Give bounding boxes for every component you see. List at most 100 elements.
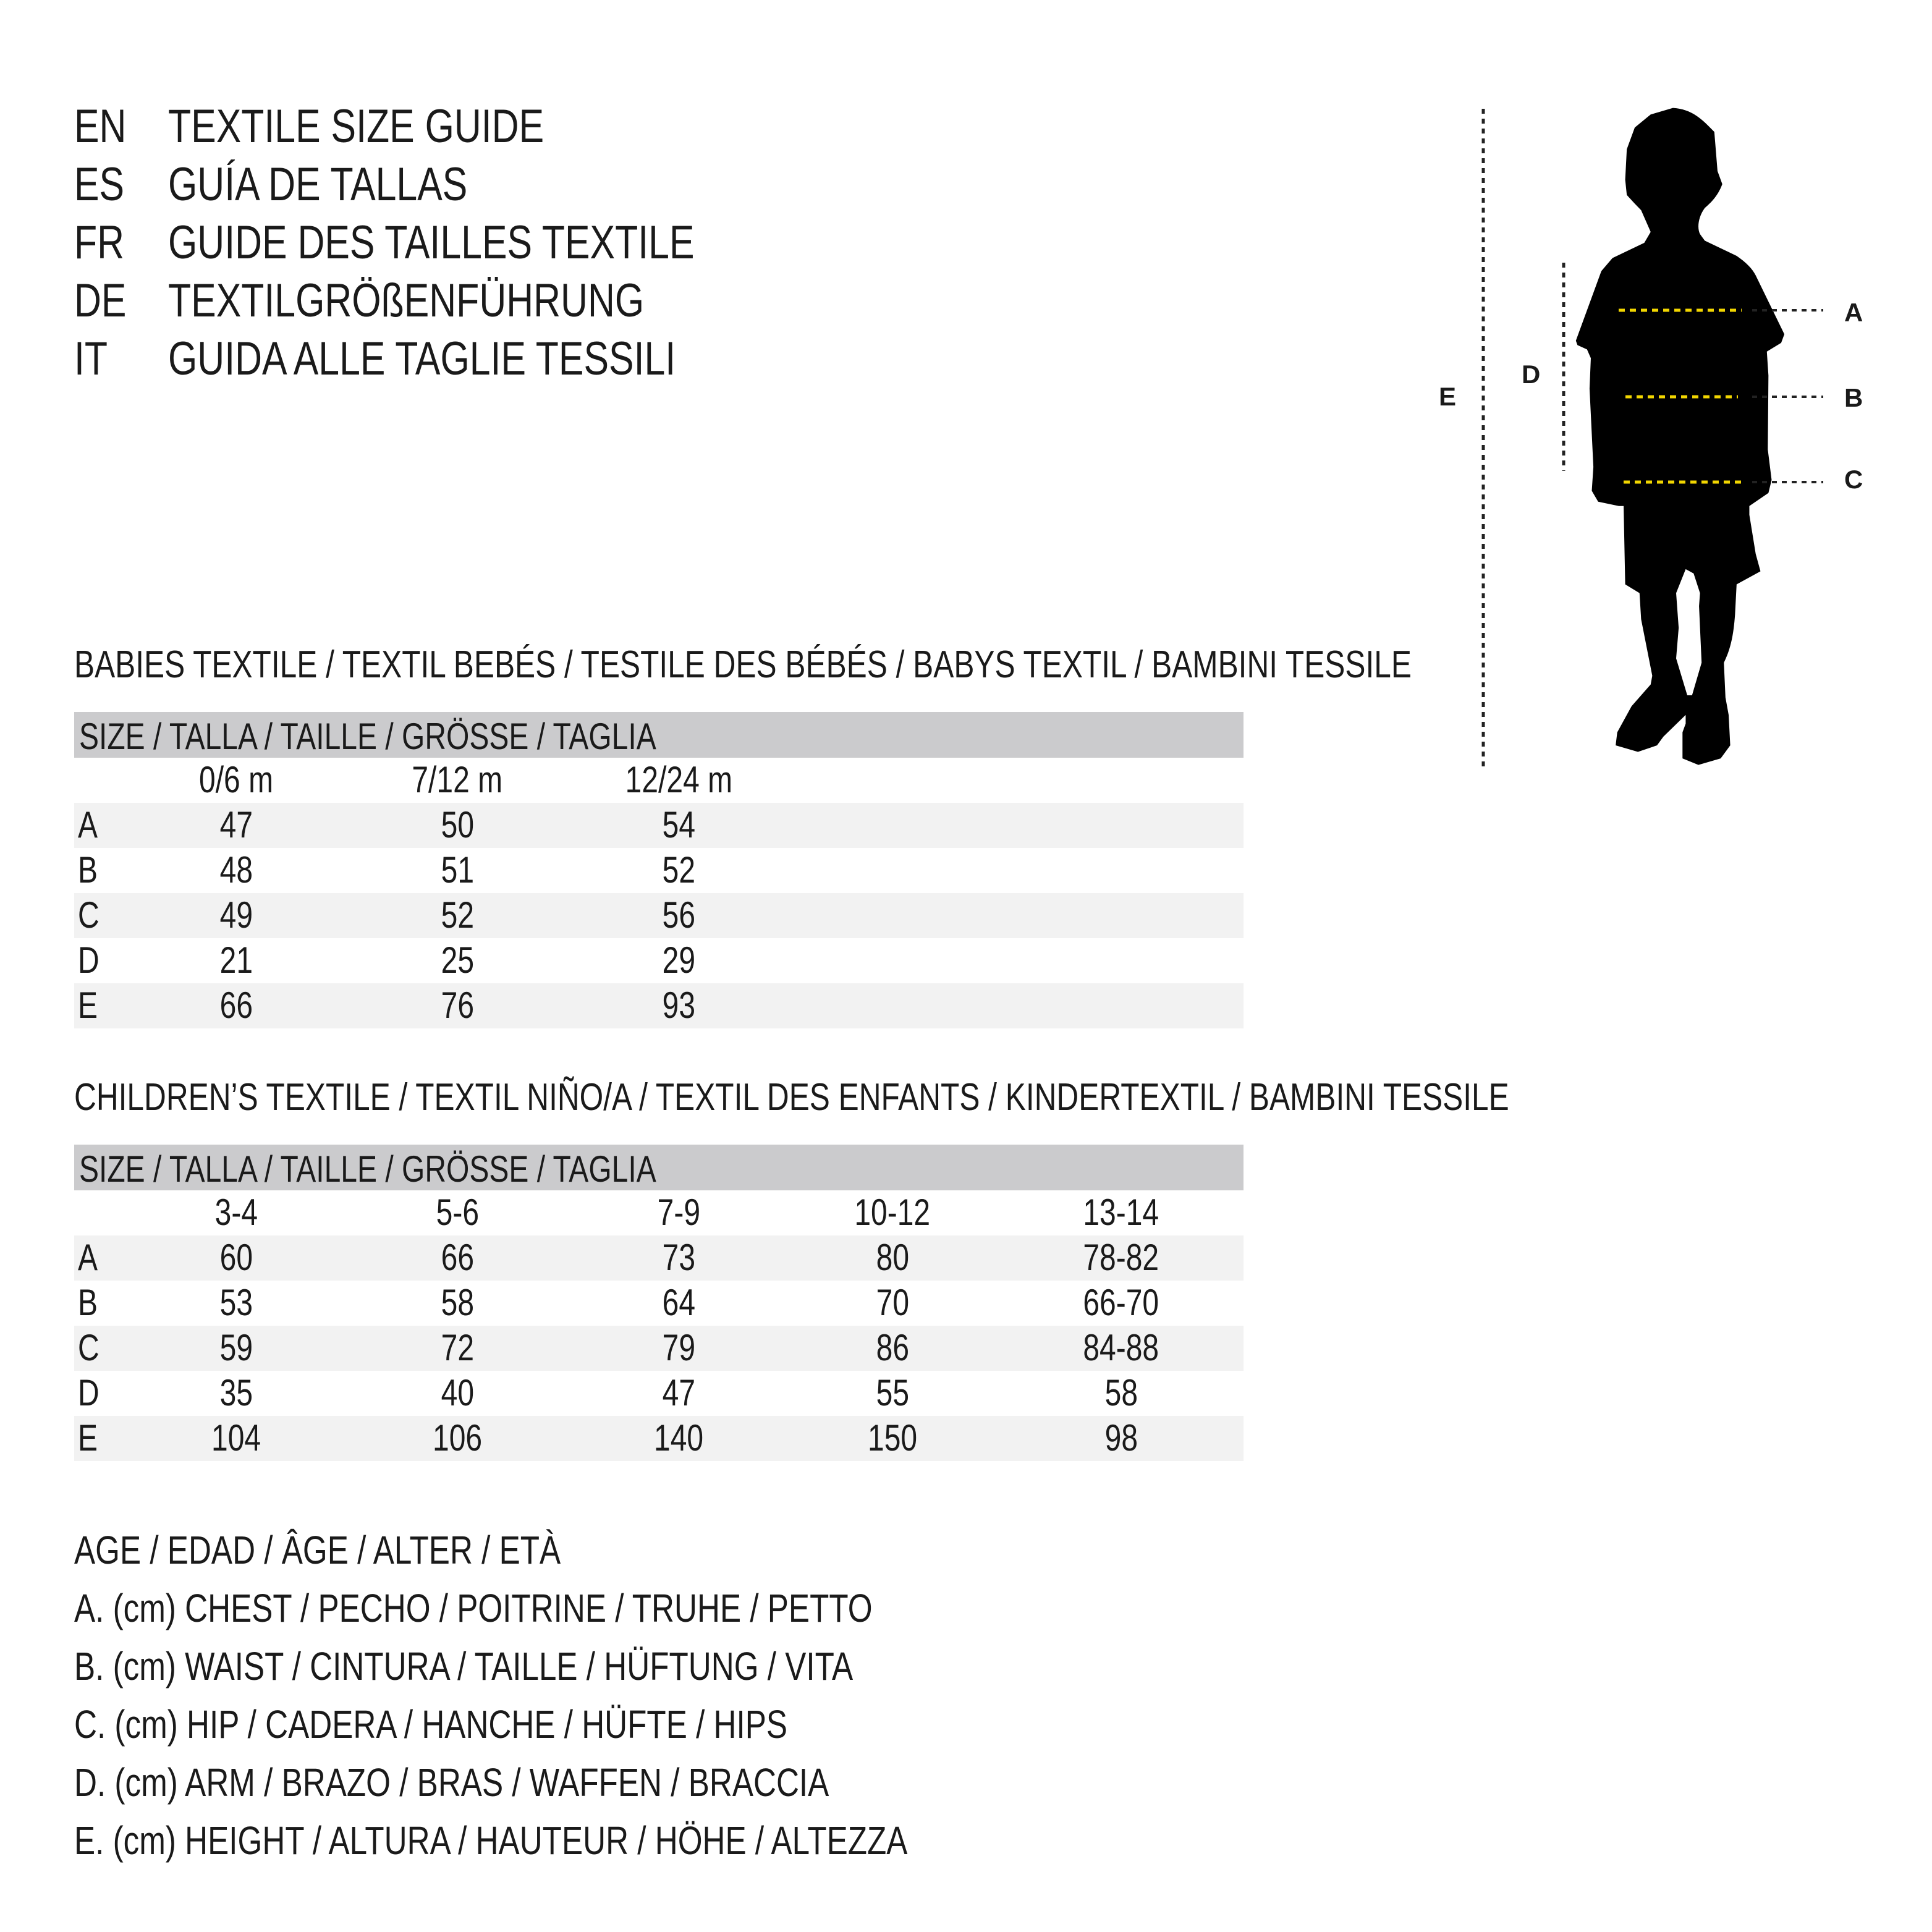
table-cell: 106	[432, 1417, 483, 1459]
table-cell: 47	[662, 1372, 695, 1413]
table-cell: 53	[219, 1282, 253, 1323]
legend-item: A. (cm) CHEST / PECHO / POITRINE / TRUHE…	[74, 1586, 873, 1630]
table-cell: 66-70	[1083, 1282, 1159, 1323]
size-header-bar: SIZE / TALLA / TAILLE / GRÖSSE / TAGLIA	[74, 712, 1244, 758]
row-label: B	[78, 1282, 98, 1323]
column-header: 10-12	[854, 1192, 931, 1233]
table-cell: 35	[219, 1372, 253, 1413]
column-header-row: 3-4 5-6 7-9 10-12 13-14	[74, 1190, 1244, 1235]
column-header: 7-9	[657, 1192, 700, 1233]
table-row: C 59 72 79 86 84-88	[74, 1326, 1244, 1371]
title-text: GUIDA ALLE TAGLIE TESSILI	[168, 333, 676, 385]
column-header-row: 0/6 m 7/12 m 12/24 m	[74, 758, 1244, 803]
table-cell: 55	[876, 1372, 909, 1413]
table-cell: 140	[653, 1417, 704, 1459]
legend-item: AGE / EDAD / ÂGE / ALTER / ETÀ	[74, 1528, 561, 1572]
label-e: E	[1439, 382, 1457, 411]
column-header: 3-4	[214, 1192, 258, 1233]
table-cell: 50	[441, 804, 474, 845]
size-header-bar: SIZE / TALLA / TAILLE / GRÖSSE / TAGLIA	[74, 1145, 1244, 1190]
table-cell: 40	[441, 1372, 474, 1413]
table-cell: 66	[441, 1237, 474, 1278]
legend-item: C. (cm) HIP / CADERA / HANCHE / HÜFTE / …	[74, 1702, 788, 1747]
table-cell: 64	[662, 1282, 695, 1323]
table-row: B 48 51 52	[74, 848, 1244, 893]
legend-item: B. (cm) WAIST / CINTURA / TAILLE / HÜFTU…	[74, 1644, 854, 1688]
table-cell: 76	[441, 985, 474, 1026]
table-cell: 72	[441, 1327, 474, 1368]
table-row: A 60 66 73 80 78-82	[74, 1235, 1244, 1281]
legend-item: E. (cm) HEIGHT / ALTURA / HAUTEUR / HÖHE…	[74, 1818, 908, 1863]
table-cell: 47	[219, 804, 253, 845]
table-cell: 49	[219, 894, 253, 936]
title-text: TEXTILE SIZE GUIDE	[168, 100, 544, 153]
table-cell: 79	[662, 1327, 695, 1368]
label-c: C	[1844, 465, 1863, 494]
row-label: E	[78, 1417, 98, 1459]
table-cell: 73	[662, 1237, 695, 1278]
row-label: C	[78, 894, 100, 936]
table-cell: 51	[441, 849, 474, 891]
table-cell: 48	[219, 849, 253, 891]
table-cell: 60	[219, 1237, 253, 1278]
title-text: GUIDE DES TAILLES TEXTILE	[168, 216, 695, 269]
measurement-figure	[1481, 108, 1823, 766]
legend-item: D. (cm) ARM / BRAZO / BRAS / WAFFEN / BR…	[74, 1760, 829, 1805]
row-label: A	[78, 1237, 98, 1278]
table-cell: 54	[662, 804, 695, 845]
table-cell: 58	[1104, 1372, 1138, 1413]
column-header: 0/6 m	[198, 759, 274, 800]
table-row: C 49 52 56	[74, 893, 1244, 938]
column-header: 5-6	[436, 1192, 479, 1233]
row-label: B	[78, 849, 98, 891]
table-cell: 52	[441, 894, 474, 936]
column-header: 13-14	[1083, 1192, 1159, 1233]
language-code: EN	[74, 100, 127, 153]
language-code: DE	[74, 274, 127, 327]
language-code: IT	[74, 333, 108, 385]
column-header: 7/12 m	[412, 759, 503, 800]
children-section-title: CHILDREN’S TEXTILE / TEXTIL NIÑO/A / TEX…	[74, 1076, 1509, 1119]
table-row: A 47 50 54	[74, 803, 1244, 848]
column-header: 12/24 m	[625, 759, 732, 800]
table-cell: 93	[662, 985, 695, 1026]
child-silhouette	[1575, 108, 1785, 765]
table-cell: 104	[211, 1417, 261, 1459]
table-cell: 84-88	[1083, 1327, 1159, 1368]
table-cell: 25	[441, 939, 474, 981]
table-row: B 53 58 64 70 66-70	[74, 1281, 1244, 1326]
table-cell: 59	[219, 1327, 253, 1368]
table-row: E 104 106 140 150 98	[74, 1416, 1244, 1461]
table-cell: 80	[876, 1237, 909, 1278]
label-b: B	[1844, 383, 1863, 412]
table-cell: 21	[219, 939, 253, 981]
table-cell: 70	[876, 1282, 909, 1323]
table-cell: 56	[662, 894, 695, 936]
table-cell: 66	[219, 985, 253, 1026]
row-label: A	[78, 804, 98, 845]
row-label: D	[78, 1372, 100, 1413]
title-text: GUÍA DE TALLAS	[168, 158, 468, 211]
table-cell: 52	[662, 849, 695, 891]
measurement-legend: AGE / EDAD / ÂGE / ALTER / ETÀ A. (cm) CH…	[74, 1521, 1116, 1870]
row-label: D	[78, 939, 100, 981]
table-cell: 29	[662, 939, 695, 981]
table-cell: 86	[876, 1327, 909, 1368]
babies-section-title: BABIES TEXTILE / TEXTIL BEBÉS / TESTILE …	[74, 643, 1412, 686]
children-size-table: SIZE / TALLA / TAILLE / GRÖSSE / TAGLIA 3…	[74, 1145, 1244, 1461]
row-label: C	[78, 1327, 100, 1368]
label-a: A	[1844, 298, 1863, 327]
label-d: D	[1522, 360, 1541, 389]
language-code: ES	[74, 158, 125, 211]
table-row: D 21 25 29	[74, 938, 1244, 983]
table-row: D 35 40 47 55 58	[74, 1371, 1244, 1416]
row-label: E	[78, 985, 98, 1026]
table-cell: 150	[867, 1417, 918, 1459]
title-text: TEXTILGRÖßENFÜHRUNG	[168, 274, 645, 327]
table-row: E 66 76 93	[74, 983, 1244, 1028]
table-cell: 78-82	[1083, 1237, 1159, 1278]
language-code: FR	[74, 216, 125, 269]
table-cell: 58	[441, 1282, 474, 1323]
table-cell: 98	[1104, 1417, 1138, 1459]
babies-size-table: SIZE / TALLA / TAILLE / GRÖSSE / TAGLIA 0…	[74, 712, 1244, 1028]
